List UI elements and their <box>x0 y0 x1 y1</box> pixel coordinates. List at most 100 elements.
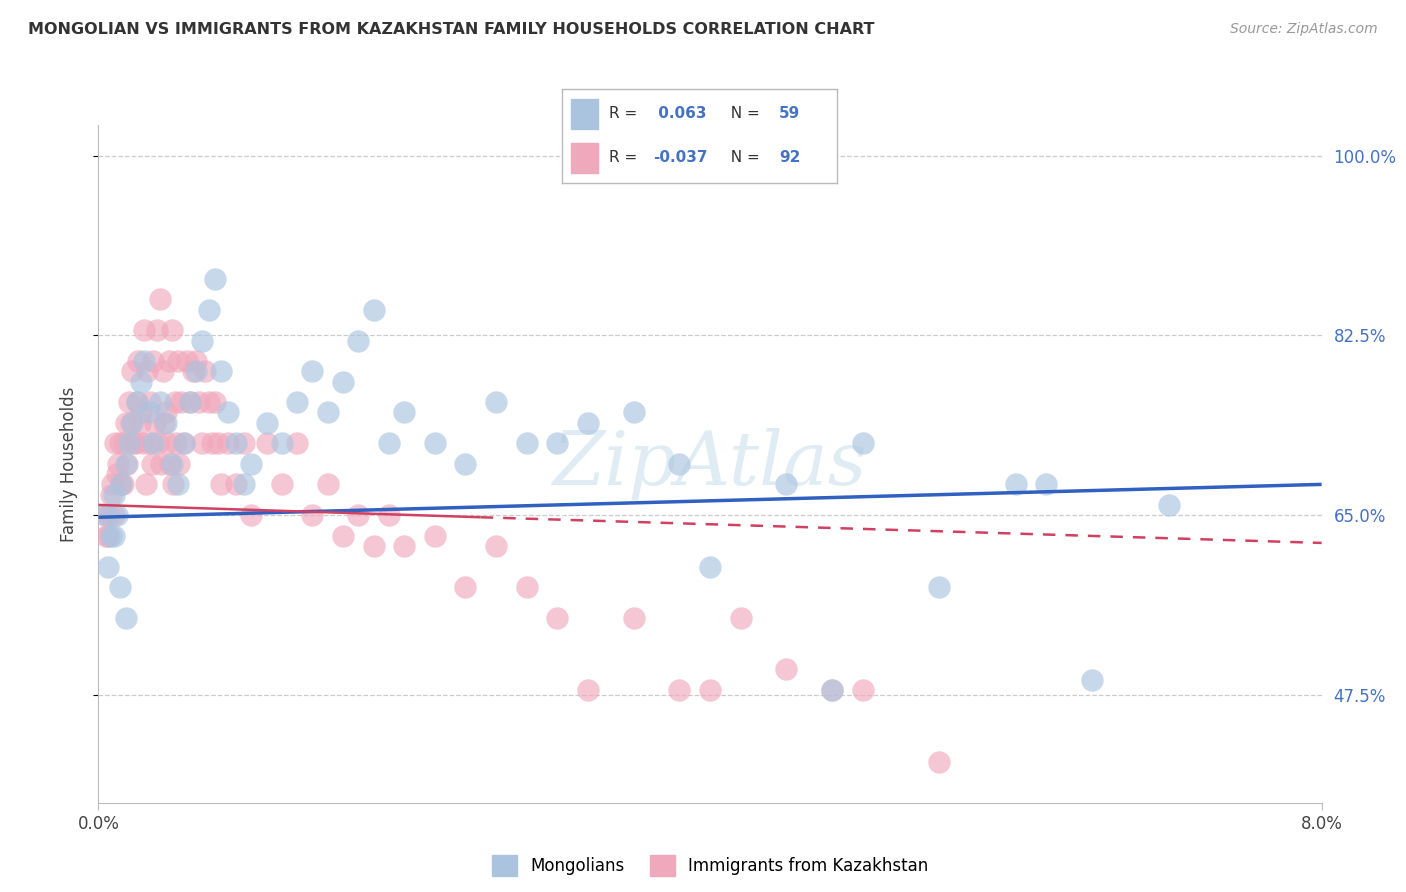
Point <box>332 375 354 389</box>
Point <box>821 682 844 697</box>
Point <box>101 477 124 491</box>
Point <box>209 364 232 378</box>
Point <box>240 457 263 471</box>
Point <box>186 354 208 368</box>
Point <box>145 323 167 337</box>
Point <box>129 405 152 419</box>
Text: R =: R = <box>609 106 643 121</box>
Point <box>138 436 160 450</box>
Point <box>515 580 537 594</box>
Point <box>108 580 131 594</box>
Point <box>301 508 323 523</box>
Point <box>160 457 183 471</box>
Point <box>103 529 125 543</box>
Text: R =: R = <box>609 150 643 165</box>
Point <box>143 416 166 430</box>
Point <box>928 755 950 769</box>
Point <box>197 395 219 409</box>
Point <box>167 477 190 491</box>
Point <box>378 436 401 450</box>
Text: MONGOLIAN VS IMMIGRANTS FROM KAZAKHSTAN FAMILY HOUSEHOLDS CORRELATION CHART: MONGOLIAN VS IMMIGRANTS FROM KAZAKHSTAN … <box>28 22 875 37</box>
Point <box>149 293 172 307</box>
Point <box>191 334 214 348</box>
Point <box>316 477 339 491</box>
Point <box>194 364 217 378</box>
Point <box>285 395 308 409</box>
Point <box>117 457 139 471</box>
Point <box>225 436 247 450</box>
Point <box>141 457 163 471</box>
Point <box>94 508 117 523</box>
Text: Source: ZipAtlas.com: Source: ZipAtlas.com <box>1230 22 1378 37</box>
Point <box>209 477 232 491</box>
Point <box>256 436 278 450</box>
Point <box>576 416 599 430</box>
Point <box>103 488 125 502</box>
Point <box>169 457 191 471</box>
Point <box>134 323 156 337</box>
Point <box>129 375 152 389</box>
Text: N =: N = <box>721 150 765 165</box>
Point <box>207 436 229 450</box>
Point <box>332 529 354 543</box>
Y-axis label: Family Households: Family Households <box>59 386 77 541</box>
Point <box>163 395 186 409</box>
Point <box>128 416 150 430</box>
Point <box>852 436 875 450</box>
Point <box>423 529 446 543</box>
Point <box>775 477 797 491</box>
Point <box>225 477 247 491</box>
Point <box>156 436 179 450</box>
Point <box>125 395 148 409</box>
Point <box>821 682 844 697</box>
Point <box>111 477 134 491</box>
Point <box>232 477 254 491</box>
Point <box>115 457 138 471</box>
Point <box>153 416 176 430</box>
Legend: Mongolians, Immigrants from Kazakhstan: Mongolians, Immigrants from Kazakhstan <box>492 855 928 876</box>
Point <box>93 508 115 523</box>
Point <box>179 395 201 409</box>
Point <box>105 508 128 523</box>
Point <box>152 364 174 378</box>
Point <box>94 529 117 543</box>
Point <box>197 302 219 317</box>
Point <box>546 436 568 450</box>
Text: 92: 92 <box>779 150 800 165</box>
Point <box>176 354 198 368</box>
Point <box>150 457 173 471</box>
Point <box>122 436 145 450</box>
Point <box>270 477 294 491</box>
Point <box>186 364 208 378</box>
Point <box>256 416 278 430</box>
Point <box>1157 498 1180 512</box>
Point <box>173 436 195 450</box>
Point <box>108 436 131 450</box>
Point <box>699 559 721 574</box>
Point <box>204 395 226 409</box>
Point <box>301 364 323 378</box>
Text: N =: N = <box>721 106 765 121</box>
Bar <box>571 143 598 173</box>
Point <box>115 611 138 625</box>
Point <box>217 405 239 419</box>
Point <box>167 354 190 368</box>
Point <box>149 395 172 409</box>
Point <box>191 436 214 450</box>
Point <box>173 436 195 450</box>
Point <box>1004 477 1026 491</box>
Point <box>100 529 122 543</box>
Point <box>454 457 477 471</box>
Point <box>730 611 752 625</box>
Text: 59: 59 <box>779 106 800 121</box>
Point <box>110 477 132 491</box>
Point <box>1081 673 1104 687</box>
Text: 0.063: 0.063 <box>652 106 706 121</box>
Point <box>103 508 125 523</box>
Point <box>160 323 183 337</box>
Point <box>204 272 226 286</box>
Point <box>515 436 537 450</box>
Point <box>115 416 138 430</box>
Point <box>181 364 204 378</box>
Point <box>363 539 385 553</box>
